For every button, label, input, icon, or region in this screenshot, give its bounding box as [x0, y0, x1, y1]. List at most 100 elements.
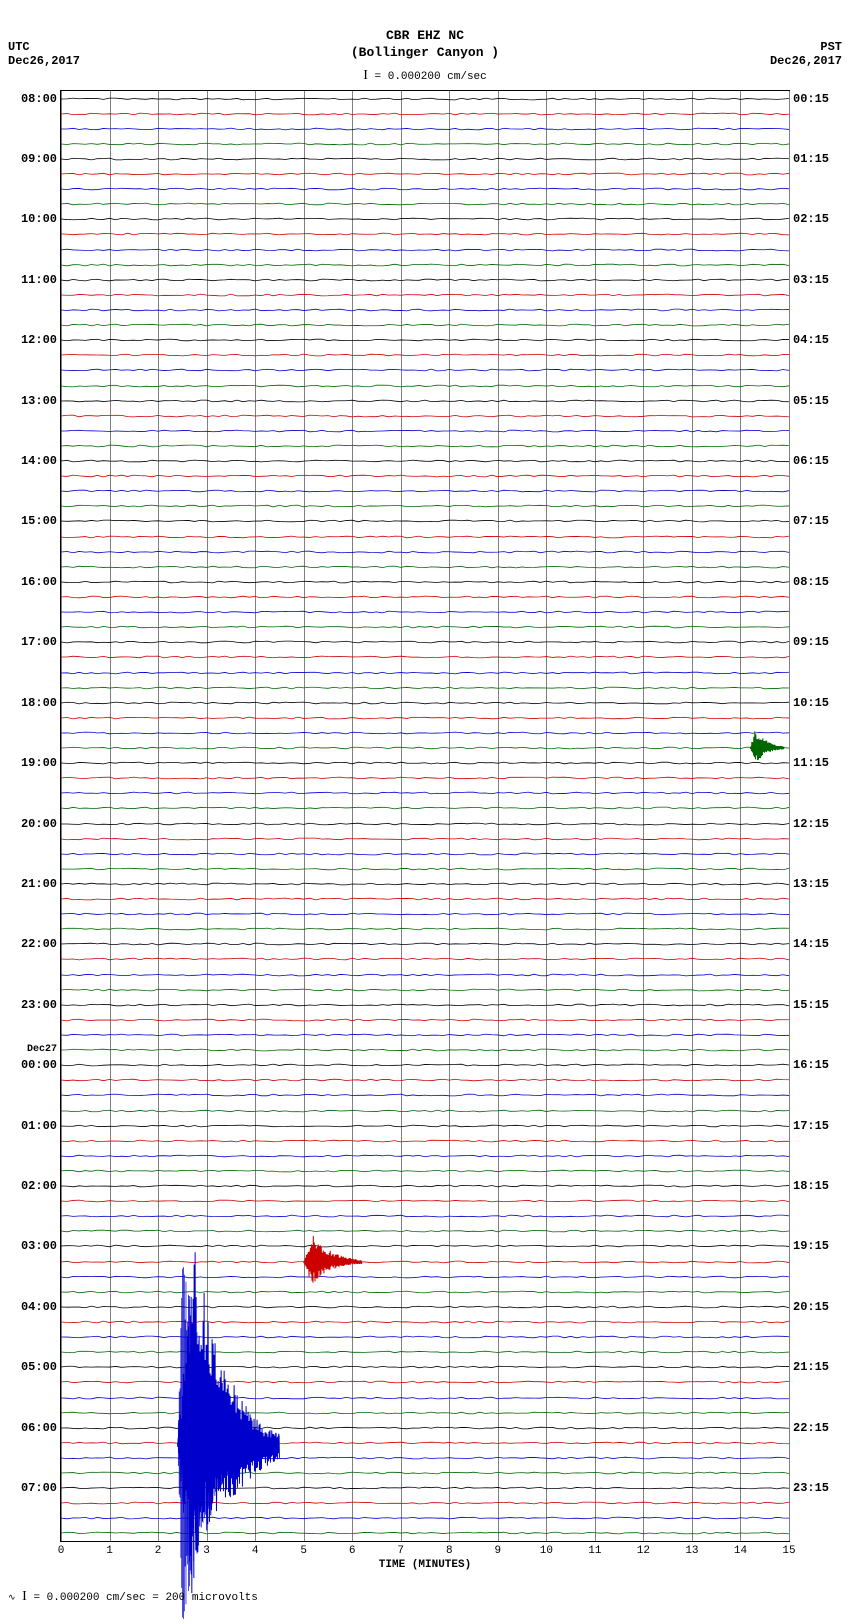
pst-hour-label: 21:15: [793, 1360, 829, 1374]
trace-line: [61, 290, 789, 300]
trace-line: [61, 532, 789, 542]
utc-hour-label: 14:00: [21, 454, 57, 468]
trace-line: [61, 1015, 789, 1025]
trace-line: [61, 924, 789, 934]
pst-hour-label: 07:15: [793, 514, 829, 528]
utc-hour-label: 08:00: [21, 92, 57, 106]
pst-hour-label: 03:15: [793, 273, 829, 287]
trace-line: [61, 713, 789, 723]
trace-line: [61, 471, 789, 481]
helicorder-chart: TIME (MINUTES) 012345678910111213141508:…: [60, 90, 790, 1542]
trace-line: [61, 501, 789, 511]
trace-line: [61, 365, 789, 375]
trace-line: [61, 879, 789, 889]
trace-line: [61, 985, 789, 995]
station-code: CBR EHZ NC: [0, 28, 850, 45]
trace-line: [61, 441, 789, 451]
trace-line: [61, 456, 789, 466]
pst-hour-label: 02:15: [793, 212, 829, 226]
pst-hour-label: 14:15: [793, 937, 829, 951]
pst-hour-label: 20:15: [793, 1300, 829, 1314]
seismogram-container: UTC Dec26,2017 PST Dec26,2017 CBR EHZ NC…: [0, 0, 850, 1613]
utc-hour-label: 01:00: [21, 1119, 57, 1133]
trace-line: [61, 184, 789, 194]
utc-hour-label: 13:00: [21, 394, 57, 408]
trace-line: [61, 788, 789, 798]
pst-hour-label: 08:15: [793, 575, 829, 589]
trace-line: [61, 894, 789, 904]
trace-line: [61, 396, 789, 406]
trace-line: [61, 683, 789, 693]
utc-hour-label: 09:00: [21, 152, 57, 166]
trace-line: [61, 411, 789, 421]
trace-line: [61, 1060, 789, 1070]
pst-hour-label: 10:15: [793, 696, 829, 710]
trace-line: [61, 1136, 789, 1146]
chart-header: CBR EHZ NC (Bollinger Canyon ): [0, 28, 850, 62]
trace-line: [61, 819, 789, 829]
trace-line: [61, 1106, 789, 1116]
seismic-event: [61, 730, 789, 766]
trace-line: [61, 169, 789, 179]
trace-line: [61, 1045, 789, 1055]
trace-line: [61, 622, 789, 632]
pst-hour-label: 12:15: [793, 817, 829, 831]
trace-line: [61, 260, 789, 270]
trace-line: [61, 834, 789, 844]
pst-hour-label: 18:15: [793, 1179, 829, 1193]
utc-hour-label: 17:00: [21, 635, 57, 649]
utc-hour-label: 07:00: [21, 1481, 57, 1495]
seismic-event: [61, 1237, 789, 1287]
footer-scale: ∿ I = 0.000200 cm/sec = 200 microvolts: [8, 1589, 258, 1605]
trace-line: [61, 486, 789, 496]
footer-scale-text: = 0.000200 cm/sec = 200 microvolts: [33, 1592, 257, 1604]
utc-hour-label: 23:00: [21, 998, 57, 1012]
trace-line: [61, 1030, 789, 1040]
trace-line: [61, 199, 789, 209]
trace-line: [61, 245, 789, 255]
trace-line: [61, 1000, 789, 1010]
trace-line: [61, 305, 789, 315]
utc-hour-label: 00:00: [21, 1058, 57, 1072]
trace-line: [61, 562, 789, 572]
pst-hour-label: 05:15: [793, 394, 829, 408]
pst-hour-label: 01:15: [793, 152, 829, 166]
trace-line: [61, 970, 789, 980]
date-change-label: Dec27: [27, 1044, 57, 1055]
trace-line: [61, 139, 789, 149]
utc-hour-label: 16:00: [21, 575, 57, 589]
trace-line: [61, 607, 789, 617]
trace-line: [61, 1075, 789, 1085]
trace-line: [61, 1196, 789, 1206]
trace-line: [61, 214, 789, 224]
utc-hour-label: 12:00: [21, 333, 57, 347]
scale-indicator: I = 0.000200 cm/sec: [363, 68, 487, 84]
trace-line: [61, 1121, 789, 1131]
trace-line: [61, 803, 789, 813]
trace-line: [61, 154, 789, 164]
pst-hour-label: 19:15: [793, 1239, 829, 1253]
pst-hour-label: 06:15: [793, 454, 829, 468]
utc-hour-label: 04:00: [21, 1300, 57, 1314]
pst-hour-label: 04:15: [793, 333, 829, 347]
pst-hour-label: 15:15: [793, 998, 829, 1012]
trace-line: [61, 547, 789, 557]
trace-line: [61, 1211, 789, 1221]
utc-hour-label: 11:00: [21, 273, 57, 287]
pst-hour-label: 16:15: [793, 1058, 829, 1072]
trace-line: [61, 124, 789, 134]
scale-value: = 0.000200 cm/sec: [375, 71, 487, 83]
utc-hour-label: 03:00: [21, 1239, 57, 1253]
trace-line: [61, 577, 789, 587]
pst-hour-label: 09:15: [793, 635, 829, 649]
trace-line: [61, 849, 789, 859]
station-location: (Bollinger Canyon ): [0, 45, 850, 62]
utc-hour-label: 10:00: [21, 212, 57, 226]
utc-hour-label: 02:00: [21, 1179, 57, 1193]
trace-line: [61, 864, 789, 874]
pst-hour-label: 13:15: [793, 877, 829, 891]
utc-hour-label: 18:00: [21, 696, 57, 710]
pst-hour-label: 11:15: [793, 756, 829, 770]
trace-line: [61, 320, 789, 330]
pst-hour-label: 00:15: [793, 92, 829, 106]
